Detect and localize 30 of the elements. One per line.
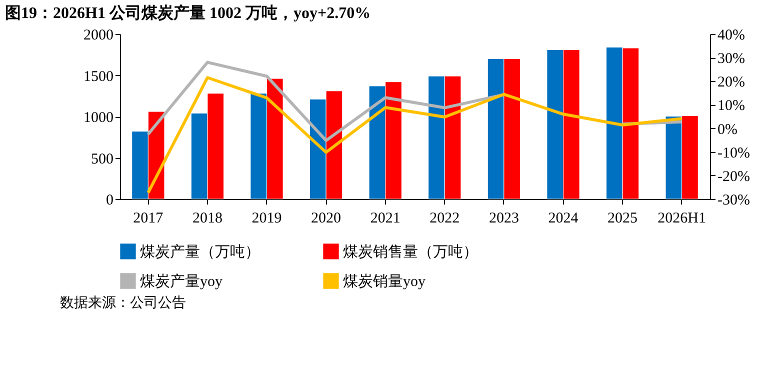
x-tick-label: 2022 — [430, 210, 460, 226]
x-tick-label: 2024 — [548, 210, 579, 226]
y-tick-label: 1000 — [84, 110, 114, 126]
x-tick-label: 2025 — [608, 210, 638, 226]
x-tick-label: 2021 — [370, 210, 400, 226]
y2-tick-label: 10% — [718, 98, 745, 114]
y2-tick-label: 20% — [718, 74, 745, 91]
x-tick-label: 2020 — [311, 210, 342, 226]
x-tick-label: 2019 — [252, 210, 282, 226]
x-tick-label: 2026H1 — [658, 210, 706, 226]
chart-title: 图19：2026H1 公司煤炭产量 1002 万吨，yoy+2.70% — [5, 4, 371, 22]
y2-tick-label: 0% — [718, 122, 738, 138]
y2-tick-label: -20% — [718, 168, 750, 185]
y-tick-label: 2000 — [84, 28, 114, 44]
y-tick-label: 500 — [91, 151, 114, 168]
source-note: 数据来源：公司公告 — [60, 295, 186, 311]
x-tick-label: 2018 — [192, 210, 222, 226]
line-series — [146, 76, 684, 194]
y2-tick-label: 30% — [718, 51, 745, 68]
y2-tick-label: -30% — [718, 192, 750, 208]
y2-tick-label: -10% — [718, 145, 750, 162]
legend-label: 煤炭产量yoy — [140, 273, 223, 290]
y-tick-label: 1500 — [84, 68, 114, 85]
x-tick-label: 2023 — [488, 210, 519, 226]
y2-tick-label: 40% — [718, 28, 745, 44]
x-tick-label: 2017 — [133, 210, 164, 226]
legend-label: 煤炭产量（万吨） — [140, 243, 260, 260]
legend-label: 煤炭销售量（万吨） — [343, 243, 478, 260]
y-tick-label: 0 — [106, 192, 114, 208]
legend-label: 煤炭销量yoy — [343, 273, 426, 290]
